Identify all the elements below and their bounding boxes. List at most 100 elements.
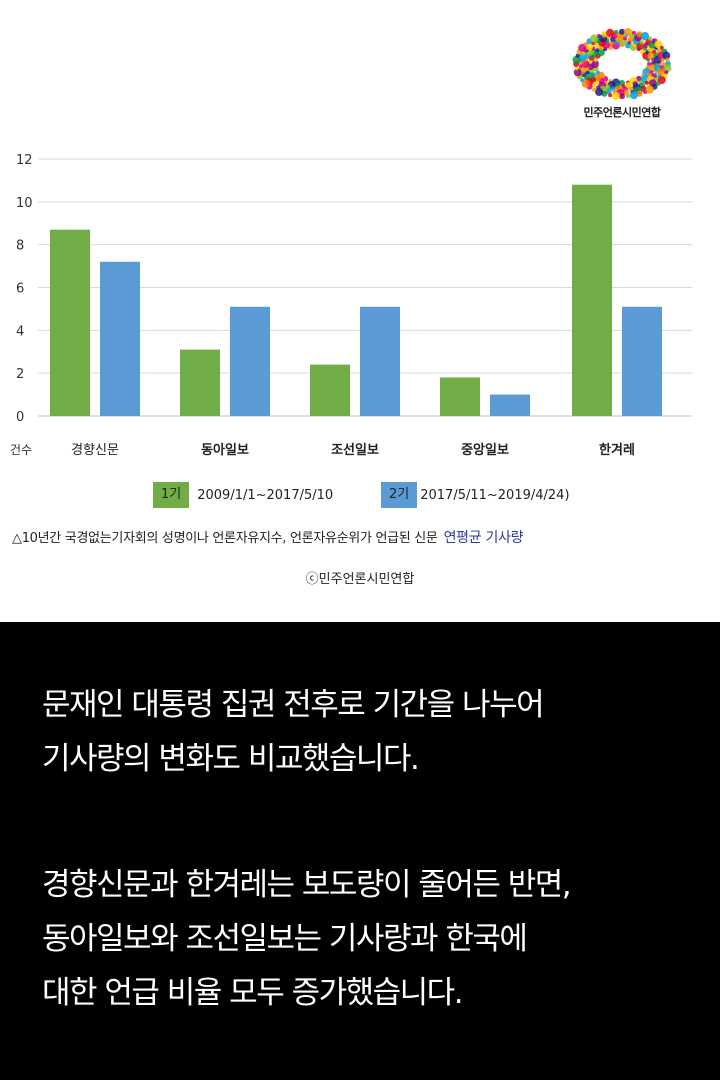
logo-dot bbox=[578, 64, 583, 69]
caption-paragraph-1: 문재인 대통령 집권 전후로 기간을 나누어 기사량의 변화도 비교했습니다. bbox=[42, 678, 545, 786]
copyright: ⓒ민주언론시민연합 bbox=[305, 572, 415, 587]
bar-2-4 bbox=[490, 394, 530, 416]
chart-note-emphasis: 연평균 기사량 bbox=[443, 530, 524, 546]
org-name: 민주언론시민연합 bbox=[583, 106, 661, 119]
logo-dot bbox=[584, 76, 589, 81]
logo-dot bbox=[606, 28, 615, 37]
logo-dot bbox=[664, 70, 669, 75]
legend-period-series-1: 2009/1/1~2017/5/10 bbox=[197, 487, 334, 503]
logo-dot bbox=[611, 86, 616, 91]
logo-dot bbox=[597, 34, 601, 38]
bar-1-1 bbox=[50, 229, 90, 416]
bar-2-1 bbox=[100, 261, 140, 416]
logo-dot bbox=[647, 36, 652, 41]
x-tick-label: 동아일보 bbox=[201, 442, 249, 458]
org-logo: 민주언론시민연합 bbox=[562, 28, 682, 128]
logo-dot bbox=[628, 86, 633, 91]
logo-dot bbox=[654, 70, 659, 75]
logo-dot bbox=[661, 62, 666, 66]
logo-dot bbox=[665, 57, 670, 62]
y-tick-label: 6 bbox=[16, 282, 24, 297]
logo-dot bbox=[585, 70, 590, 75]
logo-dot bbox=[572, 55, 581, 64]
logo-dot bbox=[663, 64, 672, 73]
y-tick-label: 4 bbox=[16, 324, 24, 339]
logo-dot bbox=[641, 32, 649, 40]
logo-dot bbox=[624, 28, 632, 36]
eye-logo-icon bbox=[572, 28, 672, 100]
logo-dot bbox=[612, 92, 620, 100]
bar-1-5 bbox=[572, 184, 612, 416]
logo-dot bbox=[623, 36, 627, 41]
logo-dot bbox=[614, 30, 618, 34]
logo-dot bbox=[590, 34, 599, 43]
logo-dot bbox=[595, 80, 600, 85]
y-tick-label: 8 bbox=[16, 239, 24, 254]
x-tick-label: 한겨레 bbox=[599, 442, 635, 458]
caption-panel: 문재인 대통령 집권 전후로 기간을 나누어 기사량의 변화도 비교했습니다. … bbox=[0, 622, 720, 1080]
logo-dot bbox=[574, 66, 579, 71]
logo-dot bbox=[581, 51, 586, 56]
logo-dot bbox=[649, 70, 654, 75]
legend-item-series-2: 2기 2017/5/11~2019/4/24) bbox=[381, 482, 570, 510]
logo-dot bbox=[595, 70, 600, 75]
logo-dot bbox=[619, 28, 625, 35]
logo-dot bbox=[647, 62, 651, 66]
logo-dot bbox=[639, 40, 644, 45]
logo-dot bbox=[619, 93, 625, 100]
bar-2-5 bbox=[622, 306, 662, 416]
y-tick-label: 10 bbox=[16, 196, 33, 211]
logo-dot bbox=[581, 79, 590, 88]
logo-dot bbox=[608, 93, 613, 98]
caption-paragraph-2: 경향신문과 한겨레는 보도량이 줄어든 반면, 동아일보와 조선일보는 기사량과… bbox=[42, 858, 572, 1020]
logo-dot bbox=[588, 59, 593, 64]
caption-line: 경향신문과 한겨레는 보도량이 줄어든 반면, bbox=[42, 867, 572, 903]
logo-dot bbox=[657, 76, 666, 85]
logo-dot bbox=[645, 85, 654, 94]
caption-line: 대한 언급 비율 모두 증가했습니다. bbox=[42, 975, 464, 1011]
logo-dot bbox=[580, 78, 585, 83]
logo-dot bbox=[631, 30, 636, 35]
logo-dot bbox=[583, 42, 588, 47]
y-tick-label: 12 bbox=[16, 153, 33, 168]
caption-line: 동아일보와 조선일보는 기사량과 한국에 bbox=[42, 921, 528, 957]
y-axis-unit-label: 건수 bbox=[10, 443, 32, 457]
logo-dot bbox=[652, 49, 657, 54]
logo-dot bbox=[659, 45, 664, 50]
x-tick-label: 조선일보 bbox=[331, 442, 379, 458]
legend-swatch-series-2: 2기 bbox=[381, 482, 418, 508]
logo-dot bbox=[593, 57, 598, 62]
bar-1-3 bbox=[310, 364, 350, 416]
logo-dot bbox=[660, 57, 665, 62]
logo-dot bbox=[636, 90, 643, 97]
chart-note-text: △10년간 국경없는기자회의 성명이나 언론자유지수, 언론자유순위가 언급된 … bbox=[12, 531, 438, 546]
bar-1-2 bbox=[180, 349, 220, 416]
logo-dot bbox=[629, 91, 638, 100]
bar-1-4 bbox=[440, 377, 480, 416]
y-tick-label: 0 bbox=[16, 410, 24, 425]
logo-dot bbox=[643, 90, 647, 94]
logo-dot bbox=[644, 80, 649, 85]
caption-line: 문재인 대통령 집권 전후로 기간을 나누어 bbox=[42, 687, 545, 723]
bar-2-3 bbox=[360, 306, 400, 416]
logo-dot bbox=[595, 88, 604, 96]
logo-dot bbox=[573, 68, 582, 77]
logo-dot bbox=[575, 53, 580, 58]
legend-period-series-2: 2017/5/11~2019/4/24) bbox=[420, 487, 570, 503]
legend-item-series-1: 1기 2009/1/1~2017/5/10 bbox=[153, 482, 333, 510]
legend-swatch-series-1: 1기 bbox=[153, 482, 190, 508]
logo-dot bbox=[578, 43, 587, 52]
bar-chart: 0 2 4 6 8 10 12 건수 경향신문 동아일보 조선일보 중앙일보 한겨레 bbox=[10, 153, 692, 458]
infographic-top: 민주언론시민연합 0 2 4 6 8 10 12 건수 경향신문 동아일보 조선일보 중앙일보 한겨레 … bbox=[10, 28, 712, 587]
logo-dot bbox=[654, 40, 663, 49]
x-tick-label: 경향신문 bbox=[71, 443, 119, 458]
logo-dot bbox=[592, 87, 597, 92]
logo-dot bbox=[595, 48, 600, 53]
chart-note: △10년간 국경없는기자회의 성명이나 언론자유지수, 언론자유순위가 언급된 … bbox=[12, 527, 712, 547]
caption-line: 기사량의 변화도 비교했습니다. bbox=[42, 741, 420, 777]
logo-dot bbox=[656, 81, 661, 86]
logo-dot bbox=[626, 94, 630, 98]
x-tick-label: 중앙일보 bbox=[461, 442, 509, 458]
logo-dot bbox=[601, 31, 608, 38]
y-tick-label: 2 bbox=[16, 367, 24, 382]
